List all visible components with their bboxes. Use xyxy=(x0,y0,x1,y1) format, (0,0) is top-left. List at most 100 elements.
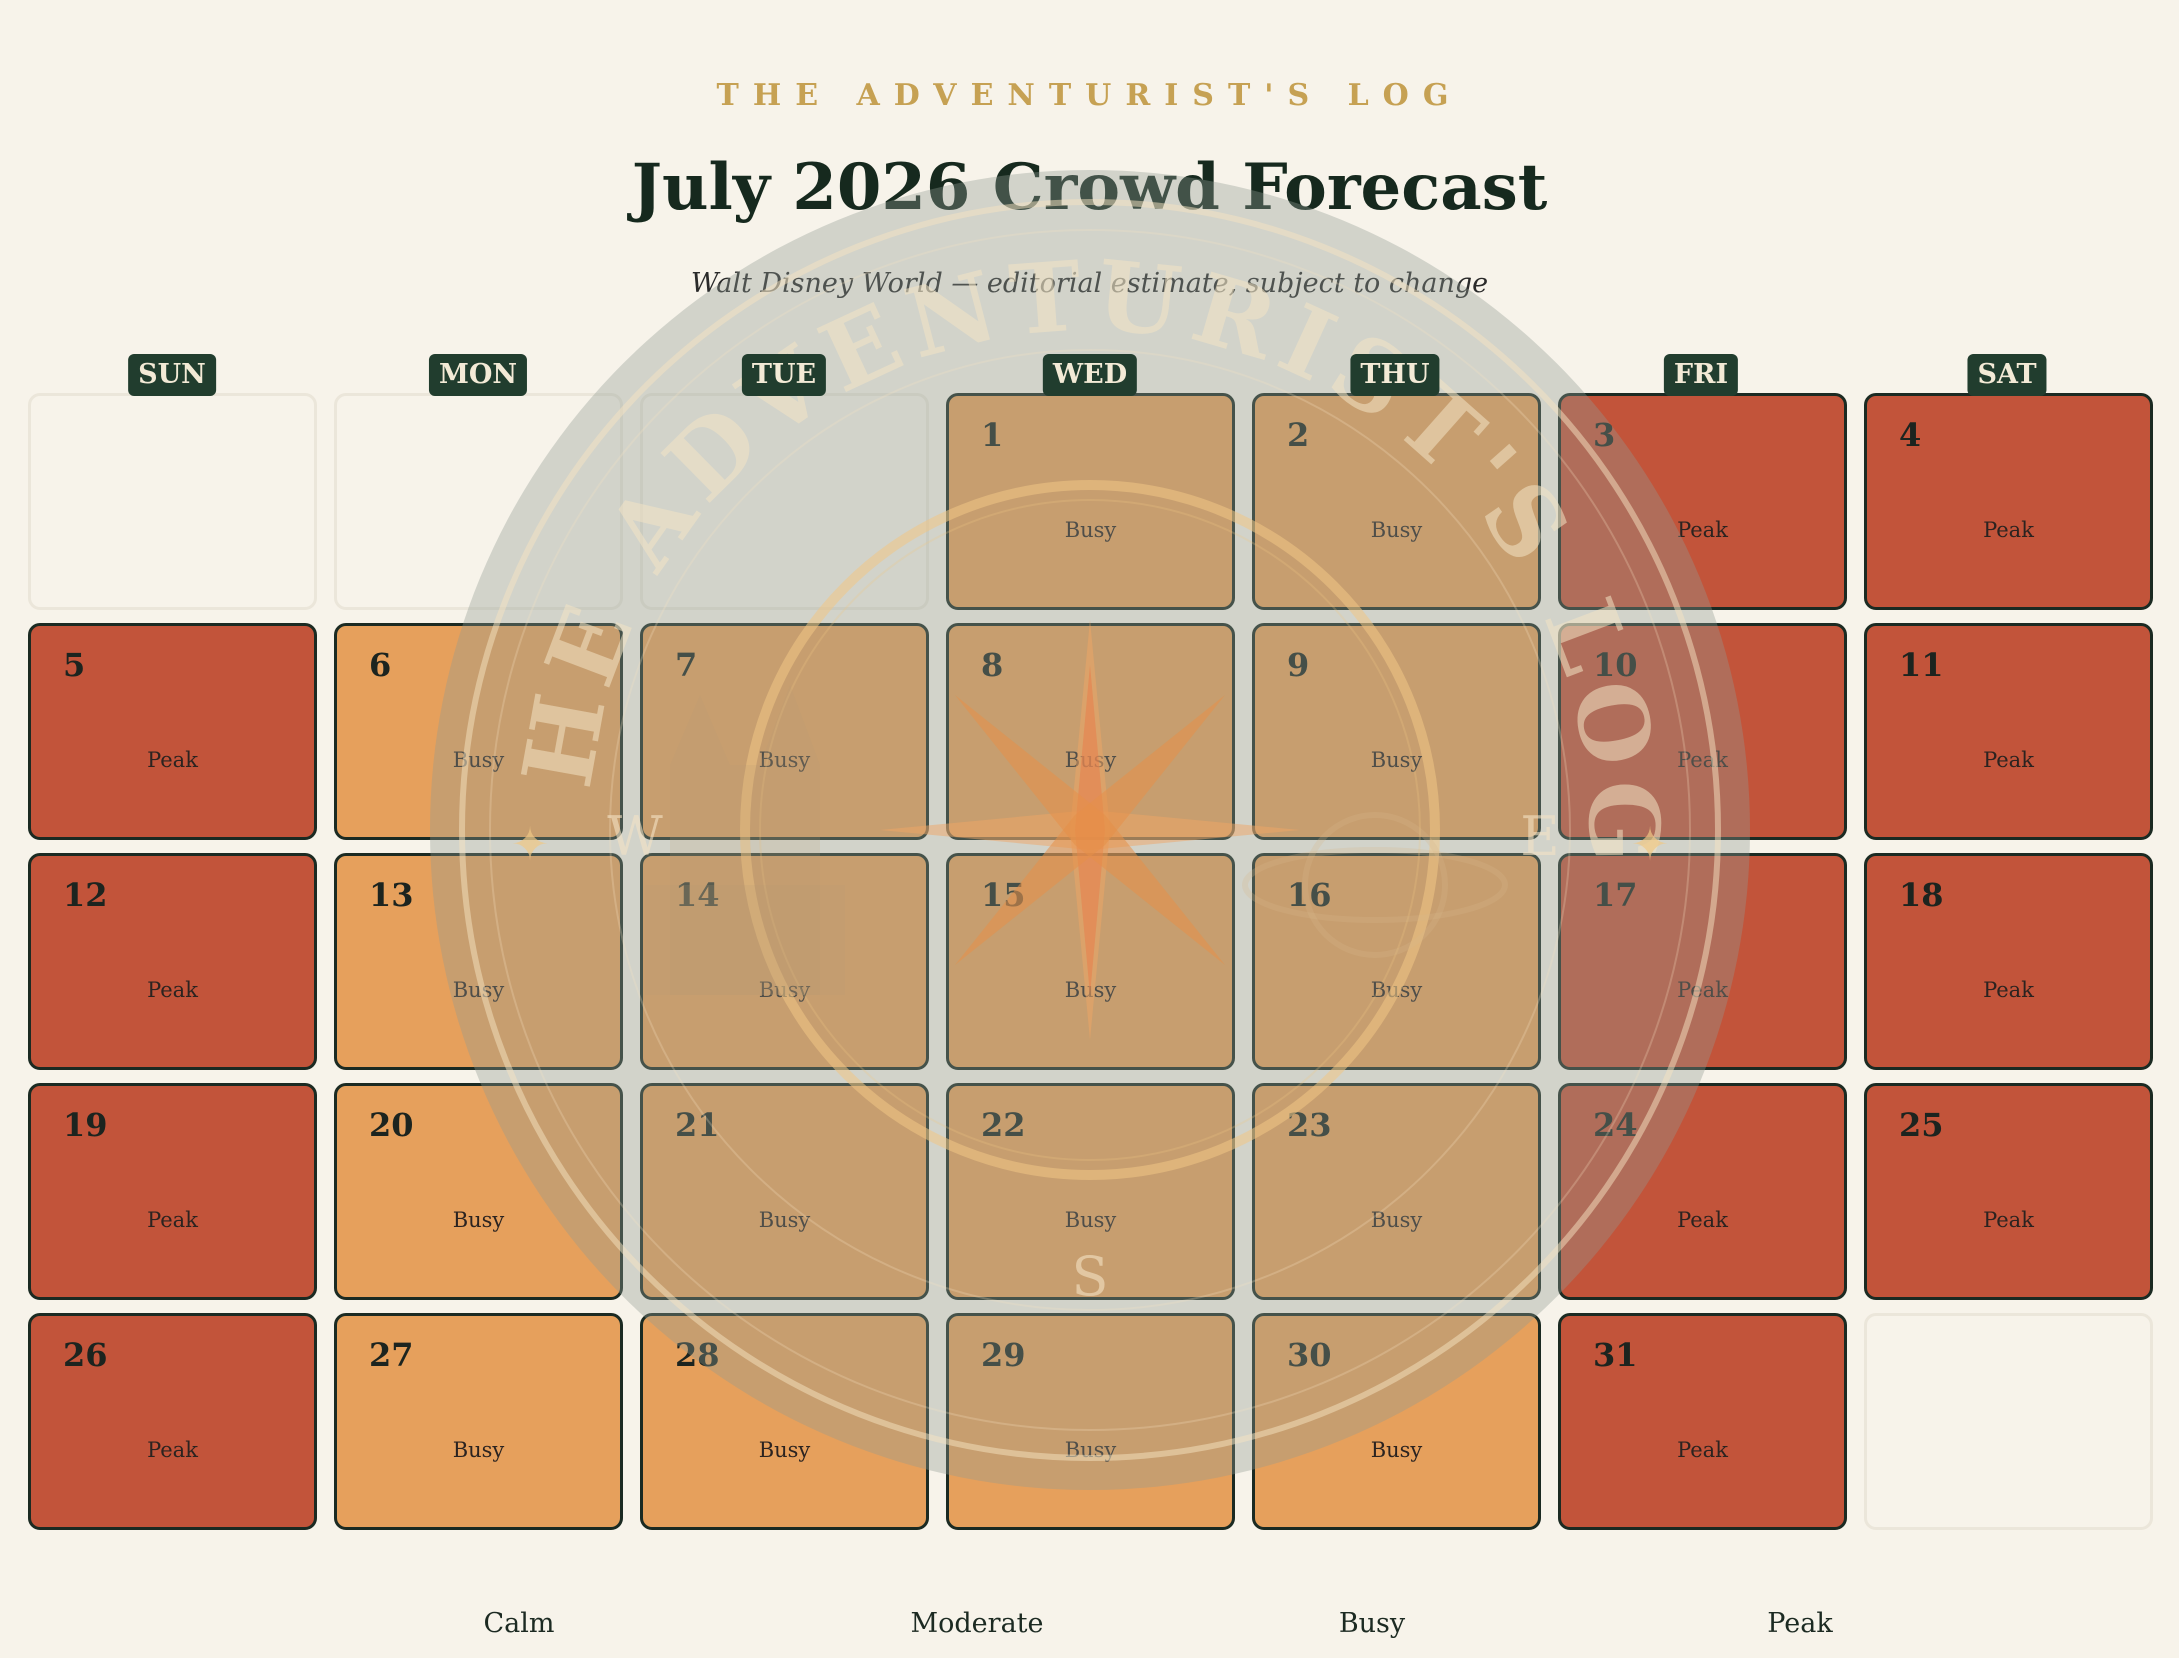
day-number: 12 xyxy=(63,876,108,914)
crowd-level-label: Busy xyxy=(452,1438,505,1462)
day-number: 3 xyxy=(1593,416,1616,454)
crowd-level-label: Busy xyxy=(758,1438,811,1462)
day-cell-3[interactable]: 3 Peak xyxy=(1558,393,1847,610)
day-number: 17 xyxy=(1593,876,1638,914)
day-number: 13 xyxy=(369,876,414,914)
weekday-wed: WED xyxy=(1042,354,1138,396)
day-number: 30 xyxy=(1287,1336,1332,1374)
crowd-level-label: Peak xyxy=(1677,518,1728,542)
day-cell-6[interactable]: 6 Busy xyxy=(334,623,623,840)
weekday-sun: SUN xyxy=(128,354,216,396)
day-number: 25 xyxy=(1899,1106,1944,1144)
day-cell-18[interactable]: 18 Peak xyxy=(1864,853,2153,1070)
weekday-header-row: SUN MON TUE WED THU FRI SAT xyxy=(0,354,2179,398)
day-number: 21 xyxy=(675,1106,720,1144)
crowd-level-label: Peak xyxy=(1983,1208,2034,1232)
day-cell-5[interactable]: 5 Peak xyxy=(28,623,317,840)
crowd-level-label: Busy xyxy=(452,748,505,772)
crowd-level-label: Busy xyxy=(1064,978,1117,1002)
day-cell-11[interactable]: 11 Peak xyxy=(1864,623,2153,840)
day-cell-24[interactable]: 24 Peak xyxy=(1558,1083,1847,1300)
day-cell-9[interactable]: 9 Busy xyxy=(1252,623,1541,840)
legend-peak: Peak xyxy=(1767,1608,1833,1639)
day-cell-23[interactable]: 23 Busy xyxy=(1252,1083,1541,1300)
day-number: 4 xyxy=(1899,416,1922,454)
day-cell-25[interactable]: 25 Peak xyxy=(1864,1083,2153,1300)
day-cell-2[interactable]: 2 Busy xyxy=(1252,393,1541,610)
day-cell-14[interactable]: 14 Busy xyxy=(640,853,929,1070)
legend-moderate: Moderate xyxy=(910,1608,1044,1639)
day-number: 16 xyxy=(1287,876,1332,914)
day-cell-30[interactable]: 30 Busy xyxy=(1252,1313,1541,1530)
day-number: 9 xyxy=(1287,646,1310,684)
day-cell-28[interactable]: 28 Busy xyxy=(640,1313,929,1530)
crowd-level-label: Peak xyxy=(147,1208,198,1232)
day-number: 23 xyxy=(1287,1106,1332,1144)
crowd-level-label: Busy xyxy=(1064,748,1117,772)
day-cell-15[interactable]: 15 Busy xyxy=(946,853,1235,1070)
empty-day-cell xyxy=(640,393,929,610)
empty-day-cell xyxy=(334,393,623,610)
day-number: 28 xyxy=(675,1336,720,1374)
day-cell-19[interactable]: 19 Peak xyxy=(28,1083,317,1300)
day-cell-10[interactable]: 10 Peak xyxy=(1558,623,1847,840)
day-cell-22[interactable]: 22 Busy xyxy=(946,1083,1235,1300)
legend-calm: Calm xyxy=(483,1608,555,1639)
day-number: 31 xyxy=(1593,1336,1638,1374)
crowd-level-label: Peak xyxy=(1677,748,1728,772)
crowd-level-label: Busy xyxy=(758,978,811,1002)
day-number: 18 xyxy=(1899,876,1944,914)
weekday-fri: FRI xyxy=(1663,354,1739,396)
crowd-level-label: Peak xyxy=(1983,978,2034,1002)
legend-busy: Busy xyxy=(1338,1608,1406,1639)
weekday-thu: THU xyxy=(1350,354,1440,396)
day-number: 29 xyxy=(981,1336,1026,1374)
day-number: 22 xyxy=(981,1106,1026,1144)
day-cell-17[interactable]: 17 Peak xyxy=(1558,853,1847,1070)
day-cell-27[interactable]: 27 Busy xyxy=(334,1313,623,1530)
day-number: 7 xyxy=(675,646,698,684)
crowd-level-label: Busy xyxy=(758,748,811,772)
crowd-level-label: Busy xyxy=(452,1208,505,1232)
day-cell-31[interactable]: 31 Peak xyxy=(1558,1313,1847,1530)
crowd-level-label: Busy xyxy=(1370,748,1423,772)
day-cell-20[interactable]: 20 Busy xyxy=(334,1083,623,1300)
crowd-level-label: Busy xyxy=(1370,518,1423,542)
day-cell-16[interactable]: 16 Busy xyxy=(1252,853,1541,1070)
crowd-level-label: Busy xyxy=(1064,1208,1117,1232)
crowd-level-label: Busy xyxy=(1370,1208,1423,1232)
crowd-level-label: Peak xyxy=(1677,1208,1728,1232)
crowd-level-legend: Calm Moderate Busy Peak xyxy=(0,1608,2179,1648)
weekday-tue: TUE xyxy=(741,354,827,396)
day-number: 6 xyxy=(369,646,392,684)
day-number: 8 xyxy=(981,646,1004,684)
empty-day-cell xyxy=(1864,1313,2153,1530)
day-cell-13[interactable]: 13 Busy xyxy=(334,853,623,1070)
day-number: 11 xyxy=(1899,646,1944,684)
empty-day-cell xyxy=(28,393,317,610)
day-cell-21[interactable]: 21 Busy xyxy=(640,1083,929,1300)
crowd-level-label: Peak xyxy=(1677,978,1728,1002)
day-cell-29[interactable]: 29 Busy xyxy=(946,1313,1235,1530)
day-cell-26[interactable]: 26 Peak xyxy=(28,1313,317,1530)
day-number: 10 xyxy=(1593,646,1638,684)
crowd-level-label: Busy xyxy=(1064,518,1117,542)
day-cell-8[interactable]: 8 Busy xyxy=(946,623,1235,840)
day-cell-7[interactable]: 7 Busy xyxy=(640,623,929,840)
day-number: 15 xyxy=(981,876,1026,914)
day-number: 20 xyxy=(369,1106,414,1144)
crowd-level-label: Busy xyxy=(1370,978,1423,1002)
day-number: 24 xyxy=(1593,1106,1638,1144)
day-number: 14 xyxy=(675,876,720,914)
page-title: July 2026 Crowd Forecast xyxy=(631,150,1548,225)
day-number: 26 xyxy=(63,1336,108,1374)
calendar-grid: 1 Busy 2 Busy 3 Peak 4 Peak 5 Peak 6 Busy 7 Busy 8 Busy… xyxy=(28,393,2153,1530)
day-number: 5 xyxy=(63,646,86,684)
day-cell-12[interactable]: 12 Peak xyxy=(28,853,317,1070)
day-cell-4[interactable]: 4 Peak xyxy=(1864,393,2153,610)
day-number: 19 xyxy=(63,1106,108,1144)
day-cell-1[interactable]: 1 Busy xyxy=(946,393,1235,610)
crowd-level-label: Busy xyxy=(1370,1438,1423,1462)
weekday-mon: MON xyxy=(428,354,528,396)
crowd-level-label: Peak xyxy=(147,1438,198,1462)
